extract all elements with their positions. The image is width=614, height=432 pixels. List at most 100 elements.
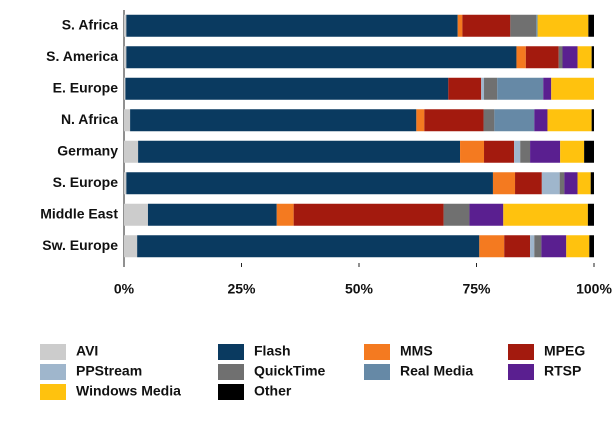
y-tick-label: S. Europe — [53, 174, 119, 190]
bar-segment — [481, 77, 485, 100]
bar-segment — [577, 172, 591, 195]
bar-segment — [543, 77, 552, 100]
bar-segment — [138, 140, 461, 163]
bar-segment — [591, 46, 594, 69]
bar-segment — [124, 140, 139, 163]
bar-segment — [514, 140, 521, 163]
bar-segment — [137, 235, 480, 258]
bar-segment — [530, 140, 561, 163]
bar-segment — [558, 46, 563, 69]
legend-label: RTSP — [544, 363, 581, 379]
legend-swatch — [218, 364, 244, 380]
y-tick-label: Germany — [57, 142, 118, 158]
y-tick-label: Middle East — [40, 205, 118, 221]
bar-segment — [566, 235, 590, 258]
legend-label: MPEG — [544, 343, 585, 359]
bar-segment — [484, 140, 515, 163]
legend-swatch — [40, 384, 66, 400]
x-tick-label: 50% — [345, 281, 374, 297]
bar-segment — [462, 14, 511, 37]
bar-segment — [276, 203, 294, 226]
bar-segment — [494, 109, 535, 132]
x-tick-label: 100% — [576, 281, 612, 297]
bar-segment — [589, 235, 594, 258]
bar-segment — [560, 140, 585, 163]
bar-segment — [515, 172, 542, 195]
bar-segment — [126, 172, 493, 195]
bar-segment — [125, 77, 449, 100]
bar-segment — [424, 109, 484, 132]
bar-segment — [483, 109, 495, 132]
bar-segment — [124, 14, 127, 37]
bar-segment — [126, 14, 458, 37]
legend-swatch — [364, 364, 390, 380]
bar-segment — [124, 172, 127, 195]
bar-segment — [469, 203, 504, 226]
y-tick-label: N. Africa — [61, 111, 118, 127]
legend-label: Flash — [254, 343, 291, 359]
bar-segment — [503, 203, 588, 226]
bar-segment — [147, 203, 277, 226]
legend-swatch — [508, 364, 534, 380]
y-tick-label: E. Europe — [53, 79, 119, 95]
bar-segment — [587, 203, 594, 226]
bar-segment — [530, 235, 535, 258]
bar-segment — [577, 46, 592, 69]
legend-swatch — [218, 344, 244, 360]
bar-segment — [130, 109, 417, 132]
x-tick-label: 0% — [114, 281, 135, 297]
legend-label: AVI — [76, 343, 98, 359]
bar-segment — [564, 172, 578, 195]
legend-swatch — [218, 384, 244, 400]
bar-segment — [541, 235, 567, 258]
bar-segment — [590, 172, 594, 195]
bar-segment — [460, 140, 485, 163]
bar-segment — [588, 14, 594, 37]
bar-segment — [541, 172, 560, 195]
bar-segment — [484, 77, 498, 100]
bar-segment — [516, 46, 526, 69]
x-tick-label: 75% — [462, 281, 491, 297]
bar-segment — [525, 46, 559, 69]
legend-label: QuickTime — [254, 363, 326, 379]
bar-segment — [534, 109, 548, 132]
bar-segment — [551, 77, 594, 100]
bar-segment — [492, 172, 516, 195]
bar-segment — [293, 203, 444, 226]
bar-segment — [126, 46, 517, 69]
bar-segment — [448, 77, 482, 100]
bar-segment — [416, 109, 425, 132]
y-tick-label: S. Africa — [62, 16, 118, 32]
legend-swatch — [40, 364, 66, 380]
bar-segment — [562, 46, 578, 69]
bar-segment — [504, 235, 531, 258]
legend-label: Other — [254, 383, 292, 399]
legend-label: MMS — [400, 343, 433, 359]
x-tick-label: 25% — [227, 281, 256, 297]
bar-segment — [559, 172, 565, 195]
bar-segment — [537, 14, 589, 37]
bar-segment — [536, 14, 538, 37]
legend-swatch — [508, 344, 534, 360]
legend-swatch — [40, 344, 66, 360]
legend-label: Windows Media — [76, 383, 181, 399]
bar-segment — [510, 14, 537, 37]
bar-segment — [124, 46, 127, 69]
bar-segment — [443, 203, 470, 226]
bar-segment — [124, 203, 148, 226]
bar-segment — [124, 77, 126, 100]
legend-label: PPStream — [76, 363, 142, 379]
bar-segment — [124, 109, 131, 132]
legend-label: Real Media — [400, 363, 473, 379]
bar-segment — [584, 140, 594, 163]
bar-segment — [124, 235, 138, 258]
bar-segment — [534, 235, 542, 258]
bar-segment — [497, 77, 544, 100]
bar-segment — [457, 14, 463, 37]
bar-segment — [520, 140, 531, 163]
y-tick-label: Sw. Europe — [42, 237, 118, 253]
bar-segment — [547, 109, 592, 132]
y-tick-label: S. America — [46, 48, 118, 64]
legend-swatch — [364, 344, 390, 360]
